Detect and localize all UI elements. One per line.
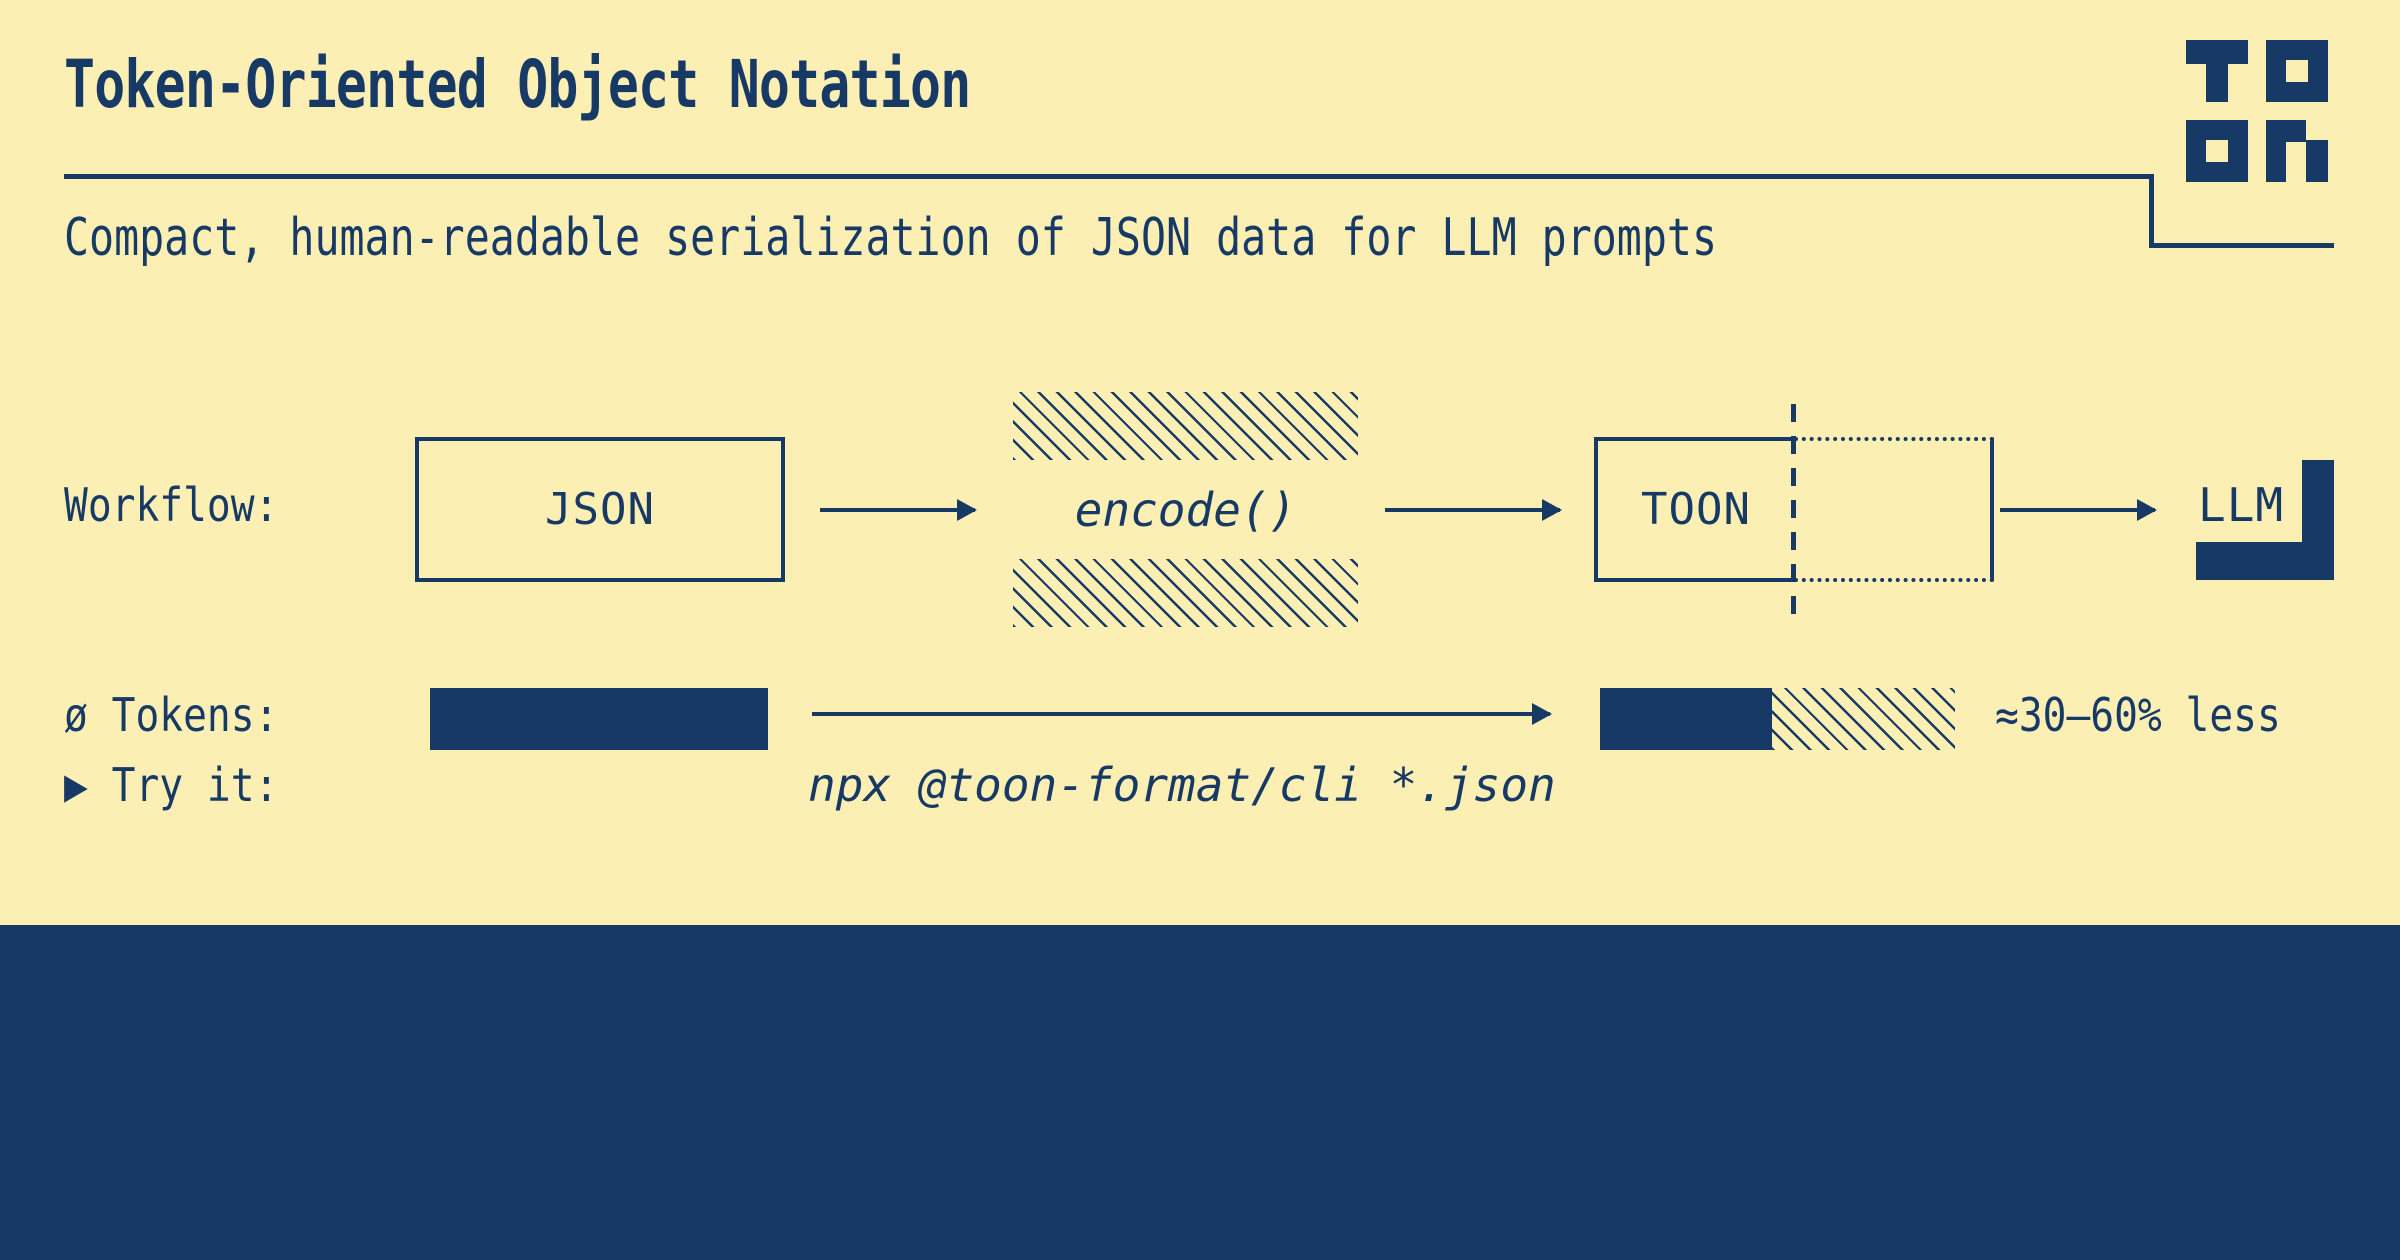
hatch-band-bottom [1013, 559, 1358, 627]
tokens-bar-toon-hatch [1772, 688, 1955, 750]
page-subtitle: Compact, human-readable serialization of… [64, 208, 1717, 268]
try-it-label: ▶ Try it: [64, 758, 279, 812]
workflow-step-llm-label: LLM [2198, 478, 2285, 532]
llm-bracket-icon [2196, 460, 2334, 580]
header-divider-bottom [2149, 243, 2334, 248]
tokens-bar-toon [1600, 688, 1955, 750]
workflow-step-toon-label: TOON [1641, 484, 1751, 535]
workflow-step-encode: encode() [1013, 392, 1358, 627]
workflow-step-toon-extension [1794, 437, 1994, 582]
tokens-reduction-arrow-icon [812, 703, 1552, 725]
workflow-label: Workflow: [64, 478, 279, 532]
header-divider-top [64, 174, 2154, 179]
tokens-bar-json [430, 688, 768, 750]
workflow-step-json-label: JSON [545, 484, 655, 535]
toon-logo-icon [2186, 40, 2334, 188]
workflow-arrow-2-icon [1385, 499, 1562, 521]
workflow-step-encode-label: encode() [1074, 483, 1297, 537]
workflow-step-json: JSON [415, 437, 785, 582]
toon-dashed-divider-icon [1791, 404, 1796, 616]
comparison-panel: TOON → JSON → avg tokens retrieval accur… [0, 925, 2400, 1260]
header-divider-step [2149, 174, 2154, 248]
tokens-savings-note: ≈30–60% less [1995, 688, 2281, 742]
page-title: Token-Oriented Object Notation [64, 46, 971, 123]
workflow-arrow-3-icon [2000, 499, 2157, 521]
tokens-label: ø Tokens: [64, 688, 279, 742]
try-it-command[interactable]: npx @toon-format/cli *.json [808, 758, 1556, 812]
workflow-step-toon: TOON [1594, 437, 1794, 582]
hatch-band-top [1013, 392, 1358, 460]
workflow-arrow-1-icon [820, 499, 977, 521]
tokens-bar-toon-solid [1600, 688, 1772, 750]
